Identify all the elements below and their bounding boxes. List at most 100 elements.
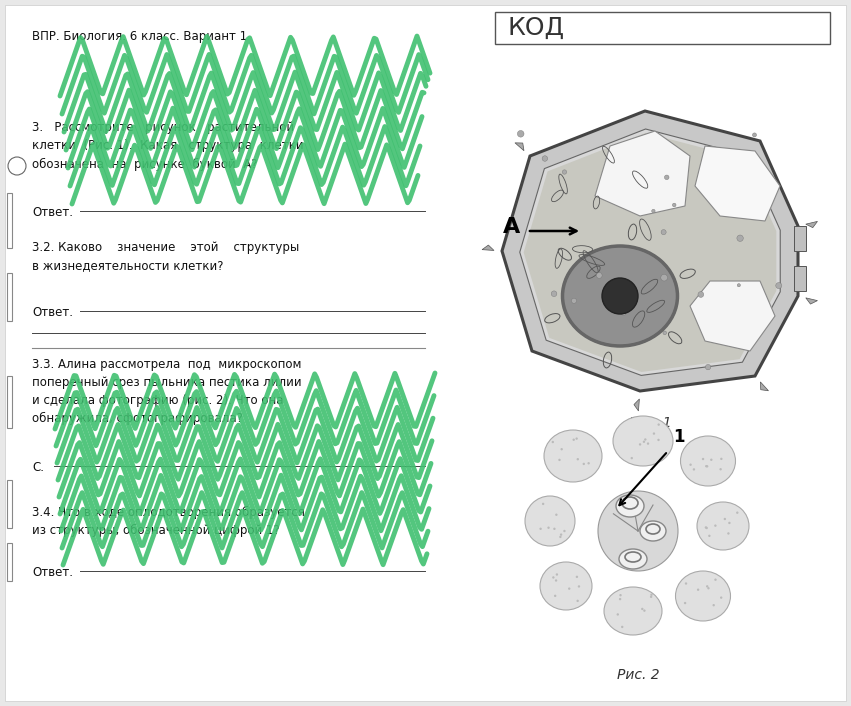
Circle shape — [571, 298, 576, 304]
Circle shape — [560, 534, 563, 536]
Circle shape — [555, 580, 557, 582]
Circle shape — [706, 585, 708, 587]
Circle shape — [517, 131, 524, 137]
Polygon shape — [690, 281, 775, 351]
Polygon shape — [595, 131, 690, 216]
Circle shape — [575, 438, 578, 440]
Circle shape — [556, 573, 558, 575]
Text: Рис. 1: Рис. 1 — [629, 416, 671, 430]
Ellipse shape — [697, 502, 749, 550]
Polygon shape — [515, 143, 524, 151]
Ellipse shape — [563, 246, 677, 346]
Circle shape — [643, 609, 646, 612]
Circle shape — [706, 465, 708, 467]
Circle shape — [540, 527, 542, 530]
Bar — [7, 543, 12, 581]
Circle shape — [563, 170, 567, 174]
Text: 3.3. Алина рассмотрела  под  микроскопом
поперечный срез пыльника пестика лилии
: 3.3. Алина рассмотрела под микроскопом п… — [32, 358, 301, 425]
Circle shape — [576, 575, 578, 578]
Circle shape — [561, 448, 563, 450]
Bar — [794, 226, 806, 251]
Circle shape — [693, 468, 695, 471]
Circle shape — [657, 438, 660, 441]
Circle shape — [559, 536, 562, 538]
Circle shape — [644, 438, 647, 441]
Polygon shape — [520, 129, 780, 376]
Circle shape — [665, 175, 669, 179]
Ellipse shape — [676, 571, 730, 621]
Text: Рис. 2: Рис. 2 — [617, 668, 660, 682]
Circle shape — [728, 522, 731, 524]
Circle shape — [583, 462, 585, 465]
Circle shape — [752, 133, 757, 137]
Polygon shape — [634, 399, 639, 411]
Circle shape — [547, 527, 550, 529]
Circle shape — [639, 443, 642, 445]
Text: С.: С. — [32, 461, 44, 474]
Circle shape — [553, 527, 556, 530]
Circle shape — [698, 292, 704, 297]
Circle shape — [712, 604, 715, 606]
Circle shape — [685, 582, 688, 585]
Ellipse shape — [613, 416, 673, 466]
Circle shape — [618, 293, 622, 297]
Ellipse shape — [540, 562, 592, 610]
Circle shape — [650, 594, 653, 596]
Circle shape — [728, 532, 729, 534]
Text: 1: 1 — [673, 428, 684, 446]
Circle shape — [650, 596, 653, 598]
Text: 3.4. Что в ходе оплодотворения образуется
из структуры, обозначенной цифрой 1?: 3.4. Что в ходе оплодотворения образуетс… — [32, 506, 305, 537]
Ellipse shape — [640, 521, 666, 541]
Circle shape — [552, 576, 555, 579]
Text: ВПР. Биология. 6 класс. Вариант 1: ВПР. Биология. 6 класс. Вариант 1 — [32, 30, 247, 43]
Ellipse shape — [681, 436, 735, 486]
Circle shape — [573, 438, 575, 441]
Text: 3.   Рассмотрите   рисунок   растительной
клетки  (Рис. 1).  Какая   структура  : 3. Рассмотрите рисунок растительной клет… — [32, 121, 304, 171]
Circle shape — [577, 458, 579, 460]
Polygon shape — [806, 298, 818, 304]
Text: А: А — [503, 217, 520, 237]
Circle shape — [737, 235, 743, 241]
Bar — [7, 193, 12, 248]
Circle shape — [708, 534, 711, 537]
Ellipse shape — [598, 491, 678, 571]
Circle shape — [714, 578, 717, 581]
Text: Ответ.: Ответ. — [32, 306, 73, 319]
Ellipse shape — [616, 495, 644, 517]
Circle shape — [551, 441, 554, 443]
Circle shape — [661, 229, 666, 234]
Bar — [495, 12, 830, 44]
Text: Ответ.: Ответ. — [32, 206, 73, 219]
Circle shape — [578, 585, 580, 587]
Polygon shape — [806, 222, 818, 227]
Circle shape — [568, 587, 570, 590]
Bar — [7, 273, 12, 321]
Polygon shape — [761, 382, 768, 390]
Circle shape — [542, 503, 545, 505]
Circle shape — [631, 457, 633, 460]
Circle shape — [672, 203, 676, 207]
Circle shape — [707, 587, 710, 590]
Ellipse shape — [525, 496, 575, 546]
Circle shape — [576, 599, 579, 602]
Circle shape — [723, 517, 726, 520]
Circle shape — [736, 511, 739, 514]
Text: 3.2. Каково    значение    этой    структуры
в жизнедеятельности клетки?: 3.2. Каково значение этой структуры в жи… — [32, 241, 300, 273]
Polygon shape — [482, 245, 494, 251]
Circle shape — [689, 464, 692, 466]
Circle shape — [684, 602, 686, 604]
Circle shape — [776, 282, 782, 289]
Circle shape — [702, 457, 705, 460]
Circle shape — [719, 468, 722, 470]
Circle shape — [620, 594, 622, 597]
Circle shape — [652, 209, 655, 213]
Circle shape — [647, 443, 649, 445]
Ellipse shape — [544, 430, 602, 482]
Circle shape — [720, 457, 722, 460]
Bar — [794, 266, 806, 291]
Circle shape — [663, 331, 666, 335]
Text: Ответ.: Ответ. — [32, 566, 73, 579]
Circle shape — [597, 273, 603, 278]
Circle shape — [641, 608, 643, 610]
Circle shape — [555, 513, 557, 516]
